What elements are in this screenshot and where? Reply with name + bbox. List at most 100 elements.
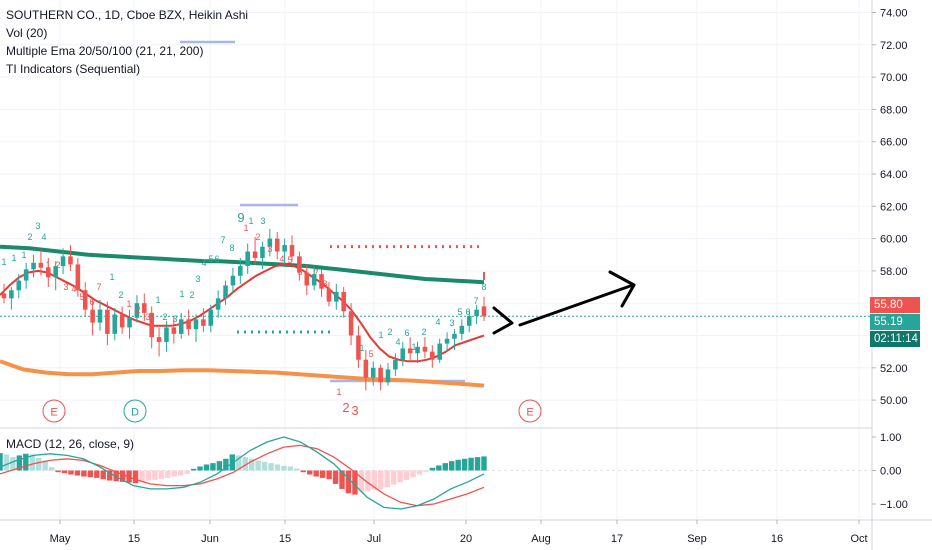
macd-histogram-bar [23, 453, 29, 471]
seq-count: 1 [45, 260, 50, 270]
macd-histogram-bar [449, 461, 455, 471]
seq-count: 7 [220, 235, 225, 245]
candle-body [134, 303, 140, 318]
macd-histogram-bar [410, 470, 416, 478]
seq-count: 8 [322, 279, 327, 289]
symbol-legend[interactable]: SOUTHERN CO., 1D, Cboe BZX, Heikin Ashi [6, 8, 249, 22]
seq-count: 6 [297, 267, 302, 277]
ti-legend[interactable]: TI Indicators (Sequential) [6, 62, 141, 76]
ema-legend[interactable]: Multiple Ema 20/50/100 (21, 21, 200) [6, 44, 204, 58]
time-tick-label: 15 [279, 533, 291, 545]
candle-body [378, 367, 383, 383]
seq-count: 1 [11, 253, 16, 263]
macd-legend[interactable]: MACD (12, 26, close, 9) [6, 437, 135, 451]
macd-histogram-bar [42, 460, 48, 471]
signal-line [0, 444, 485, 507]
time-tick-label: 16 [771, 533, 783, 545]
price-tick-label: 64.00 [880, 169, 908, 181]
seq-count: 3 [145, 312, 150, 322]
seq-count: 2 [27, 232, 32, 242]
price-tick-label: 60.00 [880, 234, 908, 246]
macd-histogram-bar [384, 470, 390, 488]
macd-histogram-bar [48, 467, 55, 471]
candles [1, 228, 487, 391]
last-close-tag: 55.19 [870, 314, 920, 330]
time-tick-label: Sep [687, 533, 707, 545]
macd-histogram-bar [3, 454, 10, 471]
candle-body [186, 319, 191, 330]
macd-histogram-bar [378, 470, 384, 489]
price-tick-label: 52.00 [880, 363, 908, 375]
price-tick-label: 72.00 [880, 40, 908, 52]
candle-body [326, 288, 332, 302]
candle-body [9, 290, 14, 299]
seq-count: 5 [208, 254, 213, 264]
candle-body [238, 266, 243, 276]
candle-body [60, 256, 66, 267]
candle-body [466, 316, 472, 326]
seq-count: 2 [189, 290, 194, 300]
time-tick-label: May [50, 533, 71, 545]
candle-body [341, 291, 346, 312]
candle-body [415, 346, 420, 354]
macd-histogram-bar [16, 455, 23, 471]
seq-count: 1 [336, 387, 341, 397]
macd-histogram-bar [313, 470, 319, 477]
candle-body [38, 262, 44, 268]
candle-body [112, 314, 118, 334]
candle-body [260, 246, 265, 258]
candle-body [223, 285, 228, 299]
macd-histogram-bar [423, 470, 429, 473]
candle-body [82, 290, 88, 310]
candle-body [105, 309, 110, 334]
macd-histogram-bar [339, 470, 345, 489]
price-tick-label: 68.00 [880, 104, 908, 116]
macd-histogram-bar [255, 460, 261, 471]
macd-histogram-bar [158, 470, 165, 479]
candle-body [289, 245, 295, 257]
macd-histogram-bar [294, 468, 300, 471]
candle-body [385, 369, 391, 383]
event-label: E [526, 407, 533, 419]
candle-body [178, 319, 184, 334]
macd-histogram-bar [184, 470, 190, 474]
macd-histogram-bar [274, 464, 281, 471]
candle-body [16, 280, 22, 291]
macd-histogram-bar [268, 463, 274, 471]
seq-count: 5 [287, 255, 292, 265]
macd-histogram-bar [0, 453, 3, 471]
macd-histogram-bar [281, 465, 287, 471]
macd-histogram-bar [145, 470, 152, 481]
seq-count: 5 [79, 292, 84, 302]
seq-count: 3 [267, 244, 272, 254]
ema-slow-line [0, 244, 485, 285]
candle-body [90, 309, 95, 323]
vol-legend[interactable]: Vol (20) [6, 26, 48, 40]
seq-count: 5 [368, 349, 373, 359]
candle-body [23, 269, 29, 281]
macd-histogram-bar [307, 470, 313, 475]
candle-body [274, 238, 280, 252]
seq-count: 4 [201, 258, 206, 268]
candle-body [245, 251, 250, 267]
macd-histogram-bar [461, 458, 468, 471]
candle-body [304, 272, 310, 286]
arrow-head [608, 270, 636, 308]
price-tick-label: 70.00 [880, 72, 908, 84]
macd-histogram-bar [152, 470, 158, 480]
seq-count: 8 [481, 282, 486, 292]
macd-histogram-bar [242, 457, 248, 471]
time-tick-label: Jun [201, 533, 219, 545]
ema-fast-line [0, 263, 485, 363]
candle-body [400, 348, 406, 360]
seq-count: 4 [395, 337, 400, 347]
macd-histogram-bar [81, 470, 87, 477]
macd-histogram-bar [261, 461, 268, 471]
candle-body [319, 274, 324, 289]
event-circle [518, 399, 542, 423]
macd-histogram-bar [87, 470, 94, 478]
annotation-arrow[interactable] [492, 270, 636, 335]
